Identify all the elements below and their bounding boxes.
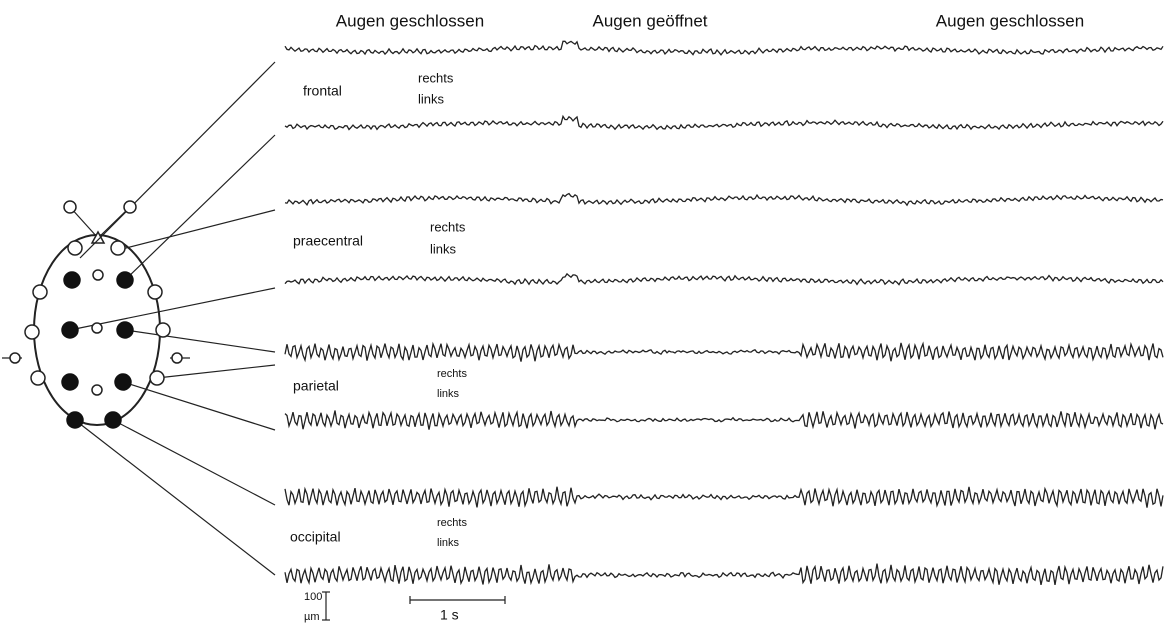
eeg-trace bbox=[285, 194, 1163, 206]
phase-labels: Augen geschlossen Augen geöffnet Augen g… bbox=[336, 11, 1084, 30]
eeg-trace bbox=[285, 564, 1163, 585]
electrode bbox=[92, 385, 102, 395]
electrode bbox=[31, 371, 45, 385]
phase-label: Augen geschlossen bbox=[936, 11, 1084, 30]
side-label: rechts bbox=[437, 517, 467, 529]
electrode bbox=[115, 374, 131, 390]
region-label: praecentral bbox=[293, 233, 363, 249]
electrode bbox=[10, 353, 20, 363]
side-label: links bbox=[418, 91, 445, 106]
wire bbox=[113, 420, 275, 505]
region-label: occipital bbox=[290, 529, 341, 545]
electrode bbox=[172, 353, 182, 363]
eeg-trace bbox=[285, 41, 1163, 55]
electrode bbox=[124, 201, 136, 213]
electrode bbox=[92, 323, 102, 333]
unit-label: µm bbox=[304, 611, 320, 623]
electrode bbox=[68, 241, 82, 255]
eeg-trace bbox=[285, 411, 1163, 430]
eeg-figure: Augen geschlossen Augen geöffnet Augen g… bbox=[0, 0, 1165, 628]
wire bbox=[118, 210, 275, 250]
electrode bbox=[33, 285, 47, 299]
electrode bbox=[25, 325, 39, 339]
eeg-trace bbox=[285, 274, 1163, 285]
wire bbox=[125, 330, 275, 352]
side-label: rechts bbox=[437, 368, 467, 380]
eeg-trace bbox=[285, 116, 1163, 129]
eeg-trace bbox=[285, 343, 1163, 362]
side-label: rechts bbox=[418, 70, 454, 85]
time-label: 1 s bbox=[440, 607, 459, 623]
electrode bbox=[156, 323, 170, 337]
electrode bbox=[64, 201, 76, 213]
electrode bbox=[148, 285, 162, 299]
region-labels: frontal rechts links praecentral rechts … bbox=[290, 70, 467, 548]
scale-bars: 100 µm 1 s bbox=[304, 591, 505, 623]
side-label: links bbox=[430, 241, 457, 256]
electrode bbox=[93, 270, 103, 280]
wire bbox=[75, 420, 275, 575]
wire bbox=[125, 135, 275, 280]
electrode bbox=[67, 412, 83, 428]
side-label: rechts bbox=[430, 219, 466, 234]
electrode bbox=[62, 374, 78, 390]
electrode bbox=[111, 241, 125, 255]
amplitude-label: 100 bbox=[304, 591, 322, 603]
phase-label: Augen geöffnet bbox=[592, 11, 707, 30]
electrode bbox=[62, 322, 78, 338]
electrode bbox=[105, 412, 121, 428]
phase-label: Augen geschlossen bbox=[336, 11, 484, 30]
region-label: parietal bbox=[293, 378, 339, 394]
eeg-traces bbox=[285, 41, 1163, 585]
side-label: links bbox=[437, 537, 460, 549]
electrode bbox=[117, 322, 133, 338]
electrode bbox=[150, 371, 164, 385]
electrode bbox=[117, 272, 133, 288]
side-label: links bbox=[437, 388, 460, 400]
eeg-trace bbox=[285, 487, 1163, 508]
wire bbox=[123, 382, 275, 430]
electrode bbox=[64, 272, 80, 288]
connection-lines bbox=[70, 62, 275, 575]
region-label: frontal bbox=[303, 83, 342, 99]
wire bbox=[157, 365, 275, 378]
